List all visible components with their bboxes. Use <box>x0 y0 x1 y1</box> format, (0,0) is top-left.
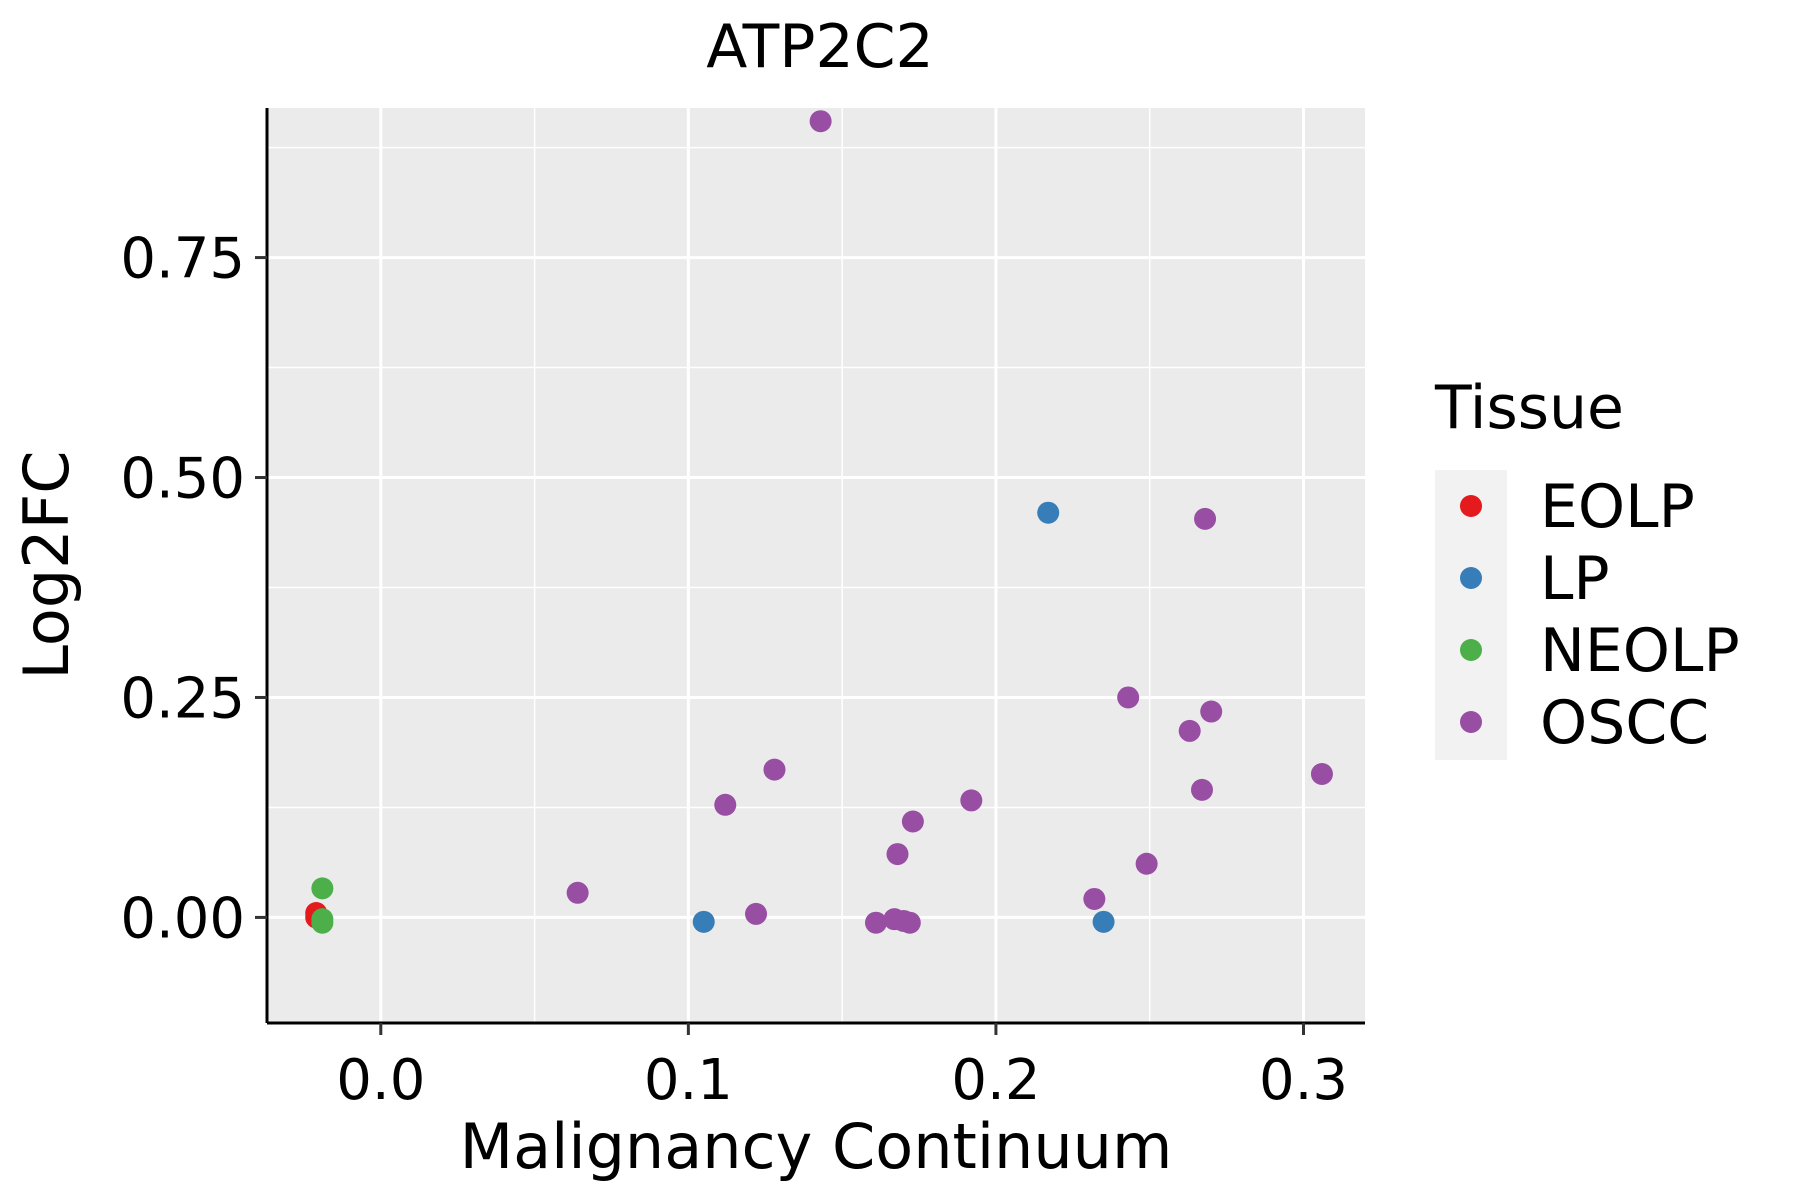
point-oscc <box>898 911 921 934</box>
legend-title: Tissue <box>1434 373 1624 443</box>
chart-title: ATP2C2 <box>706 12 933 82</box>
y-tick-label: 0.25 <box>120 666 245 731</box>
x-tick-label: 0.3 <box>1259 1048 1348 1113</box>
point-neolp <box>311 911 334 934</box>
legend-label-lp: LP <box>1540 544 1610 614</box>
y-tick-label: 0.75 <box>120 227 245 292</box>
legend-label-eolp: EOLP <box>1540 472 1695 542</box>
x-tick-label: 0.0 <box>336 1048 425 1113</box>
point-oscc <box>714 793 737 816</box>
legend-key-oscc <box>1460 711 1482 733</box>
y-tick-label: 0.00 <box>120 886 245 951</box>
y-tick-label: 0.50 <box>120 447 245 512</box>
point-oscc <box>1117 686 1140 709</box>
point-oscc <box>901 810 924 833</box>
legend-label-neolp: NEOLP <box>1540 616 1740 686</box>
plot-panel <box>267 108 1365 1023</box>
legend-key-neolp <box>1460 639 1482 661</box>
y-axis-label: Log2FC <box>10 450 83 679</box>
point-lp <box>1092 910 1115 933</box>
data-points <box>305 110 1333 934</box>
point-oscc <box>763 758 786 781</box>
x-tick-label: 0.2 <box>951 1048 1040 1113</box>
legend-key-eolp <box>1460 495 1482 517</box>
point-oscc <box>886 843 909 866</box>
point-oscc <box>864 911 887 934</box>
point-oscc <box>566 881 589 904</box>
x-tick-label: 0.1 <box>644 1048 733 1113</box>
point-oscc <box>1200 700 1223 723</box>
point-oscc <box>1083 887 1106 910</box>
major-gridlines <box>267 108 1365 1023</box>
point-oscc <box>1135 852 1158 875</box>
point-oscc <box>1178 719 1201 742</box>
minor-gridlines <box>267 108 1365 1023</box>
point-oscc <box>960 789 983 812</box>
point-neolp <box>311 877 334 900</box>
point-oscc <box>1194 507 1217 530</box>
x-axis-ticks: 0.0 0.1 0.2 0.3 <box>336 1023 1348 1113</box>
point-lp <box>692 910 715 933</box>
point-oscc <box>745 902 768 925</box>
legend-label-oscc: OSCC <box>1540 688 1709 758</box>
point-lp <box>1037 501 1060 524</box>
x-axis-label: Malignancy Continuum <box>460 1110 1173 1183</box>
point-oscc <box>1310 763 1333 786</box>
legend-key-lp <box>1460 567 1482 589</box>
point-oscc <box>1190 778 1213 801</box>
y-axis-ticks: 0.00 0.25 0.50 0.75 <box>120 227 267 951</box>
point-oscc <box>809 110 832 133</box>
